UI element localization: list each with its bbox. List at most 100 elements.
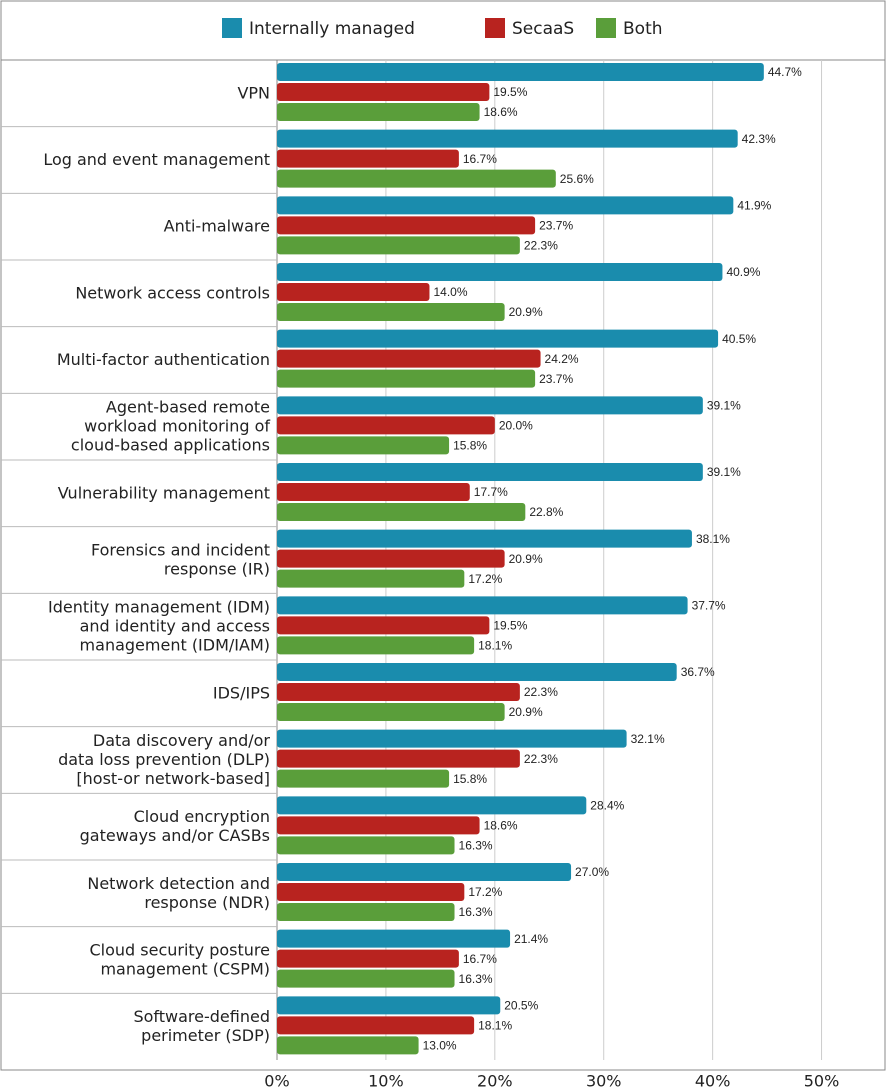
bar — [277, 529, 692, 548]
bar — [277, 216, 536, 235]
category-label: Log and event management — [43, 150, 270, 169]
value-label: 42.3% — [742, 132, 776, 146]
value-label: 28.4% — [590, 799, 624, 813]
bar — [277, 169, 556, 188]
value-label: 16.3% — [459, 972, 493, 986]
value-label: 38.1% — [696, 532, 730, 546]
category-label: Cloud encryption gateways and/or CASBs — [80, 807, 270, 845]
value-label: 23.7% — [539, 219, 573, 233]
legend-label: SecaaS — [512, 19, 574, 39]
value-label: 23.7% — [539, 372, 573, 386]
legend-swatch — [485, 18, 505, 38]
value-label: 22.3% — [524, 752, 558, 766]
category-label: Network access controls — [75, 283, 270, 302]
value-label: 22.8% — [529, 505, 563, 519]
bar — [277, 703, 505, 721]
value-label: 19.5% — [493, 619, 527, 633]
bar — [277, 503, 526, 521]
x-tick-label: 10% — [368, 1072, 404, 1091]
value-label: 14.0% — [433, 285, 467, 299]
bar — [277, 1036, 419, 1055]
value-label: 18.6% — [484, 819, 518, 833]
bar — [277, 663, 677, 681]
bar — [277, 283, 430, 301]
legend-swatch — [222, 18, 242, 38]
bar — [277, 596, 688, 615]
category-label: Agent-based remote workload monitoring of… — [71, 397, 270, 454]
bar — [277, 816, 480, 835]
value-label: 20.9% — [509, 305, 543, 319]
value-label: 17.2% — [468, 885, 502, 899]
value-label: 32.1% — [631, 732, 665, 746]
value-label: 13.0% — [423, 1039, 457, 1053]
value-label: 39.1% — [707, 399, 741, 413]
value-label: 20.5% — [504, 999, 538, 1013]
value-label: 22.3% — [524, 685, 558, 699]
x-tick-label: 20% — [477, 1072, 513, 1091]
bar — [277, 303, 505, 321]
value-label: 20.9% — [509, 705, 543, 719]
category-label: Vulnerability management — [58, 483, 270, 502]
bar — [277, 436, 450, 455]
value-label: 25.6% — [560, 172, 594, 186]
value-label: 15.8% — [453, 439, 487, 453]
bar — [277, 996, 501, 1015]
value-label: 16.7% — [463, 152, 497, 166]
bar — [277, 483, 470, 501]
category-label: Network detection and response (NDR) — [87, 873, 270, 911]
category-label: Forensics and incident response (IR) — [91, 540, 270, 578]
category-label: Identity management (IDM) and identity an… — [48, 597, 270, 654]
value-label: 41.9% — [737, 199, 771, 213]
category-label: Anti-malware — [164, 216, 270, 235]
bar — [277, 729, 627, 748]
bar — [277, 969, 455, 988]
value-label: 20.0% — [499, 419, 533, 433]
legend-label: Both — [623, 19, 663, 39]
bar — [277, 796, 587, 815]
bar — [277, 883, 465, 901]
value-label: 17.7% — [474, 485, 508, 499]
value-label: 18.6% — [484, 105, 518, 119]
bar — [277, 196, 734, 215]
bar — [277, 636, 475, 655]
value-label: 16.3% — [459, 839, 493, 853]
bar — [277, 236, 520, 255]
value-label: 15.8% — [453, 772, 487, 786]
bar — [277, 929, 511, 948]
value-label: 21.4% — [514, 932, 548, 946]
value-label: 40.5% — [722, 332, 756, 346]
bar — [277, 836, 455, 855]
value-label: 40.9% — [726, 265, 760, 279]
category-label: Data discovery and/or data loss preventio… — [58, 731, 270, 788]
value-label: 27.0% — [575, 865, 609, 879]
bar — [277, 416, 495, 435]
x-tick-label: 0% — [264, 1072, 289, 1091]
value-label: 18.1% — [478, 639, 512, 653]
value-label: 24.2% — [545, 352, 579, 366]
bar — [277, 616, 490, 635]
bar — [277, 683, 520, 701]
bar — [277, 1016, 475, 1035]
value-label: 37.7% — [692, 599, 726, 613]
bar — [277, 103, 480, 121]
value-label: 39.1% — [707, 465, 741, 479]
bar — [277, 749, 520, 768]
x-tick-label: 40% — [695, 1072, 731, 1091]
value-label: 19.5% — [493, 85, 527, 99]
bar — [277, 329, 719, 348]
value-label: 22.3% — [524, 239, 558, 253]
x-tick-label: 30% — [586, 1072, 622, 1091]
legend-swatch — [596, 18, 616, 38]
bar — [277, 549, 505, 568]
value-label: 20.9% — [509, 552, 543, 566]
category-label: VPN — [237, 83, 270, 102]
frame — [0, 0, 886, 1071]
category-label: IDS/IPS — [213, 683, 270, 702]
value-label: 36.7% — [681, 665, 715, 679]
bar — [277, 569, 465, 588]
category-label: Software-defined perimeter (SDP) — [133, 1007, 270, 1045]
value-label: 44.7% — [768, 65, 802, 79]
value-label: 16.3% — [459, 905, 493, 919]
bar — [277, 263, 723, 281]
